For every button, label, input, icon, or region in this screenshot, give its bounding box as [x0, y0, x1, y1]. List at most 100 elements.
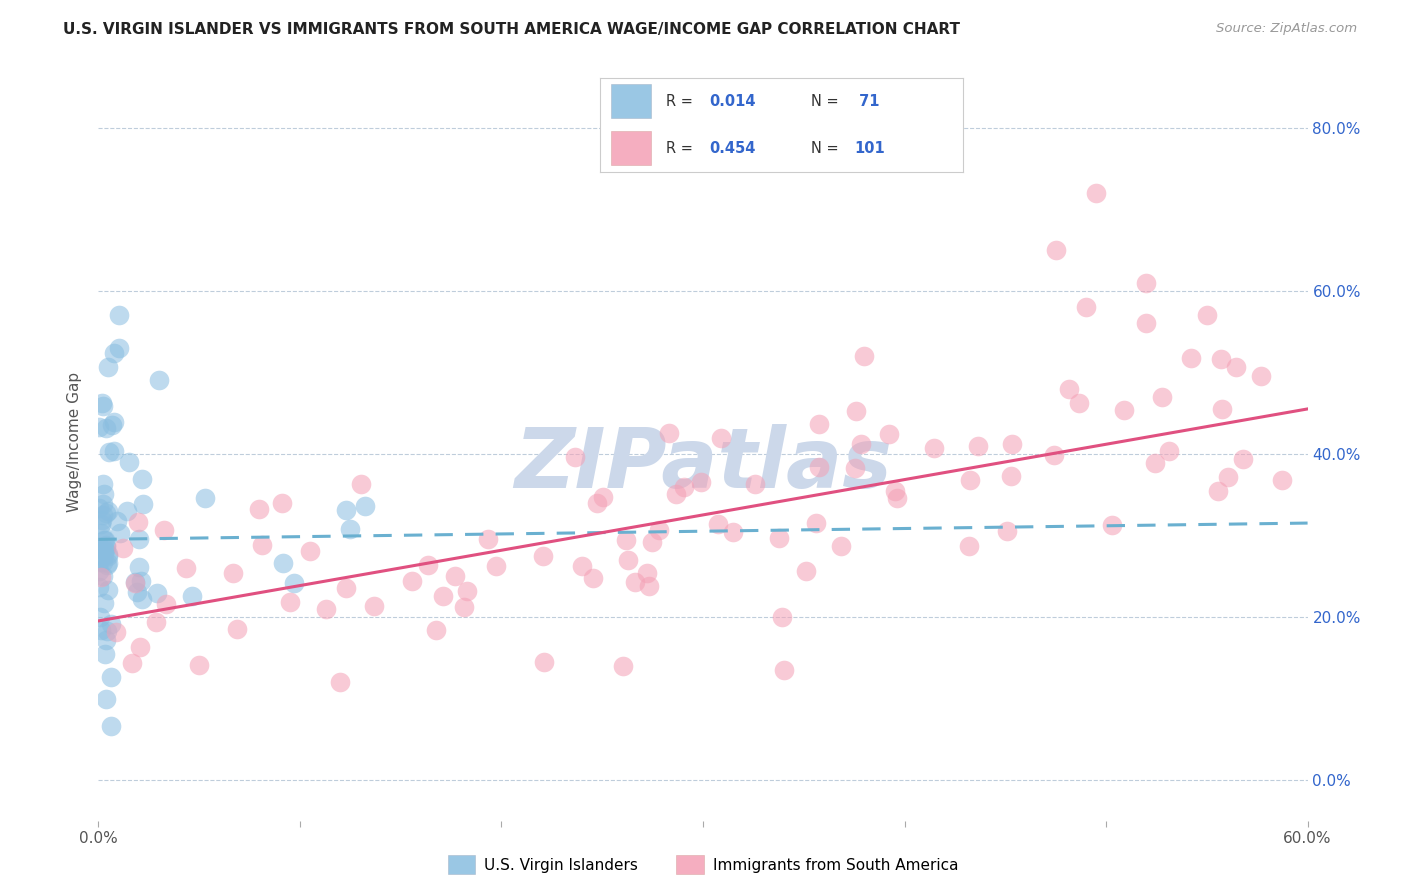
Point	[94, 421, 117, 435]
Point	[884, 484, 907, 499]
Point	[1225, 360, 1247, 375]
Point	[804, 516, 827, 530]
Point	[638, 579, 661, 593]
Point	[129, 574, 152, 588]
Point	[592, 490, 614, 504]
Point	[886, 491, 908, 505]
Point	[444, 568, 467, 582]
Point	[97, 556, 120, 570]
Point	[1001, 437, 1024, 451]
Point	[853, 349, 876, 363]
Point	[1112, 402, 1135, 417]
Point	[93, 497, 115, 511]
Point	[100, 616, 122, 631]
Point	[844, 461, 866, 475]
Point	[456, 584, 478, 599]
Point	[124, 574, 146, 589]
Point	[641, 535, 664, 549]
Point	[636, 566, 658, 581]
Point	[101, 418, 124, 433]
Point	[89, 420, 111, 434]
Point	[91, 513, 114, 527]
Point	[127, 585, 149, 599]
Point	[531, 549, 554, 563]
Point	[335, 581, 357, 595]
Point	[1069, 396, 1091, 410]
Point	[673, 480, 696, 494]
Point	[425, 623, 447, 637]
Point	[90, 549, 112, 564]
Point	[100, 719, 122, 733]
Point	[89, 564, 111, 578]
Point	[350, 476, 373, 491]
Point	[1195, 308, 1218, 322]
Point	[283, 576, 305, 591]
Point	[128, 532, 150, 546]
Point	[131, 472, 153, 486]
Point	[664, 487, 686, 501]
Point	[1085, 186, 1108, 200]
Point	[533, 655, 555, 669]
Point	[94, 540, 117, 554]
Point	[100, 670, 122, 684]
Point	[91, 508, 114, 522]
Point	[967, 439, 990, 453]
Point	[148, 373, 170, 387]
Point	[363, 599, 385, 614]
Point	[298, 544, 321, 558]
Point	[1209, 352, 1232, 367]
Point	[315, 602, 337, 616]
Point	[721, 525, 744, 540]
Point	[271, 556, 294, 570]
Point	[94, 543, 117, 558]
Point	[624, 574, 647, 589]
Point	[772, 663, 794, 677]
Point	[146, 585, 169, 599]
Point	[104, 624, 127, 639]
Point	[94, 692, 117, 706]
Point	[97, 547, 120, 561]
Point	[1045, 243, 1067, 257]
Point	[571, 559, 593, 574]
Point	[477, 532, 499, 546]
Point	[1232, 451, 1254, 466]
Point	[94, 632, 117, 647]
Point	[187, 658, 209, 673]
Point	[103, 416, 125, 430]
Point	[131, 497, 153, 511]
Point	[1218, 470, 1240, 484]
Point	[129, 640, 152, 654]
Point	[1074, 300, 1097, 314]
Point	[96, 624, 118, 638]
Point	[93, 596, 115, 610]
Point	[87, 501, 110, 516]
Point	[91, 396, 114, 410]
Point	[329, 675, 352, 690]
Legend: U.S. Virgin Islanders, Immigrants from South America: U.S. Virgin Islanders, Immigrants from S…	[441, 849, 965, 880]
Point	[1152, 390, 1174, 404]
Point	[250, 538, 273, 552]
Point	[401, 574, 423, 589]
Point	[103, 346, 125, 360]
Point	[112, 541, 135, 555]
Point	[339, 522, 361, 536]
Point	[1206, 483, 1229, 498]
Point	[91, 476, 114, 491]
Y-axis label: Wage/Income Gap: Wage/Income Gap	[67, 371, 83, 512]
Point	[194, 491, 217, 505]
Point	[145, 615, 167, 629]
Point	[90, 542, 112, 557]
Point	[879, 426, 901, 441]
Point	[89, 609, 111, 624]
Point	[108, 525, 131, 540]
Point	[582, 571, 605, 585]
Point	[278, 595, 301, 609]
Point	[845, 403, 868, 417]
Point	[1143, 457, 1166, 471]
Point	[1135, 276, 1157, 290]
Point	[222, 566, 245, 580]
Point	[1211, 402, 1233, 417]
Point	[96, 558, 118, 572]
Point	[94, 647, 117, 661]
Point	[794, 564, 817, 578]
